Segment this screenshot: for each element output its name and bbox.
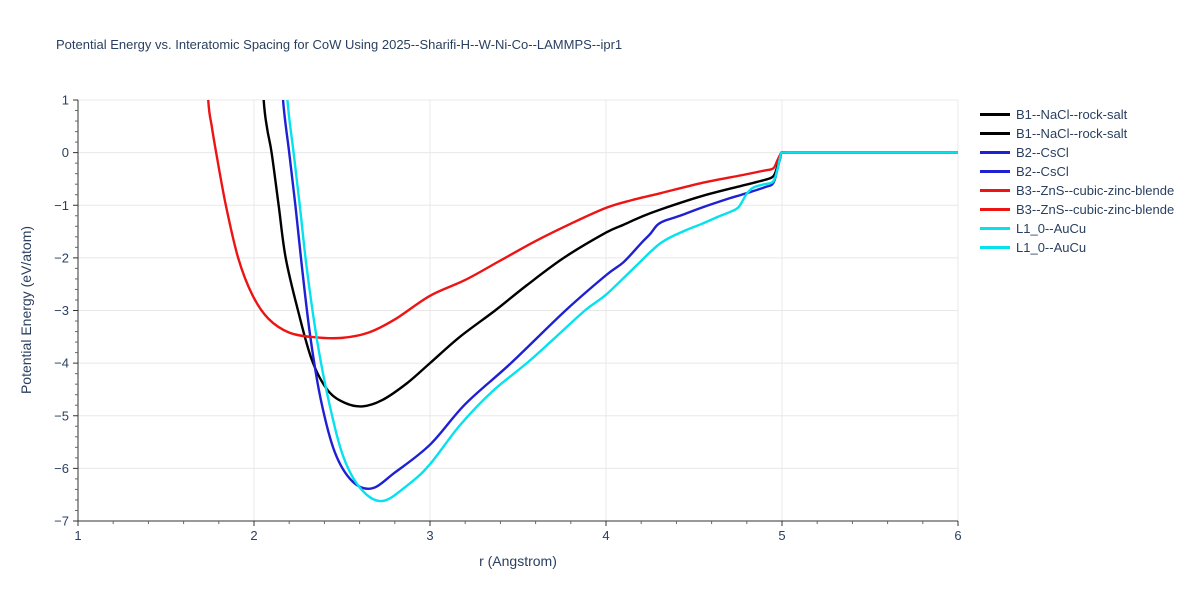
legend-line-swatch — [980, 170, 1010, 173]
x-tick-label: 1 — [74, 528, 81, 543]
x-tick-label: 4 — [602, 528, 609, 543]
legend-item-label: B1--NaCl--rock-salt — [1016, 107, 1128, 122]
legend-item[interactable]: B1--NaCl--rock-salt — [980, 124, 1174, 143]
legend: B1--NaCl--rock-salt B1--NaCl--rock-salt B2… — [980, 105, 1174, 257]
x-tick-label: 3 — [426, 528, 433, 543]
legend-item-label: L1_0--AuCu — [1016, 221, 1087, 236]
y-tick-label: −4 — [54, 356, 69, 371]
chart-title: Potential Energy vs. Interatomic Spacing… — [56, 37, 623, 52]
x-axis-title: r (Angstrom) — [479, 553, 557, 569]
legend-line-swatch — [980, 246, 1010, 249]
legend-item[interactable]: B3--ZnS--cubic-zinc-blende — [980, 200, 1174, 219]
legend-line-swatch — [980, 208, 1010, 211]
legend-item-label: B2--CsCl — [1016, 164, 1069, 179]
legend-item[interactable]: B3--ZnS--cubic-zinc-blende — [980, 181, 1174, 200]
legend-line-swatch — [980, 151, 1010, 154]
series-line-L1_0--AuCu — [286, 100, 958, 503]
y-axis-title: Potential Energy (eV/atom) — [18, 225, 34, 395]
legend-item[interactable]: L1_0--AuCu — [980, 238, 1174, 257]
legend-line-swatch — [980, 113, 1010, 116]
legend-item-label: B2--CsCl — [1016, 145, 1069, 160]
legend-item[interactable]: B2--CsCl — [980, 143, 1174, 162]
legend-item[interactable]: L1_0--AuCu — [980, 219, 1174, 238]
y-tick-label: −3 — [54, 303, 69, 318]
series-line-B3--ZnS--cubic-zinc-blende — [207, 100, 958, 340]
y-tick-label: 0 — [62, 145, 69, 160]
legend-line-swatch — [980, 189, 1010, 192]
x-tick-label: 2 — [250, 528, 257, 543]
legend-item-label: B3--ZnS--cubic-zinc-blende — [1016, 183, 1175, 198]
legend-item-label: B3--ZnS--cubic-zinc-blende — [1016, 202, 1175, 217]
legend-item[interactable]: B2--CsCl — [980, 162, 1174, 181]
legend-item-label: B1--NaCl--rock-salt — [1016, 126, 1128, 141]
y-tick-label: −5 — [54, 408, 69, 423]
plot-area[interactable] — [78, 100, 958, 521]
legend-item[interactable]: B1--NaCl--rock-salt — [980, 105, 1174, 124]
legend-item-label: L1_0--AuCu — [1016, 240, 1087, 255]
legend-line-swatch — [980, 132, 1010, 135]
y-tick-label: −7 — [54, 514, 69, 529]
axes — [73, 99, 959, 526]
legend-line-swatch — [980, 227, 1010, 230]
x-tick-label: 6 — [954, 528, 961, 543]
y-tick-label: −2 — [54, 250, 69, 265]
x-tick-label: 5 — [778, 528, 785, 543]
series-group — [207, 100, 958, 503]
y-tick-label: −6 — [54, 461, 69, 476]
y-tick-label: 1 — [62, 93, 69, 108]
y-tick-label: −1 — [54, 198, 69, 213]
